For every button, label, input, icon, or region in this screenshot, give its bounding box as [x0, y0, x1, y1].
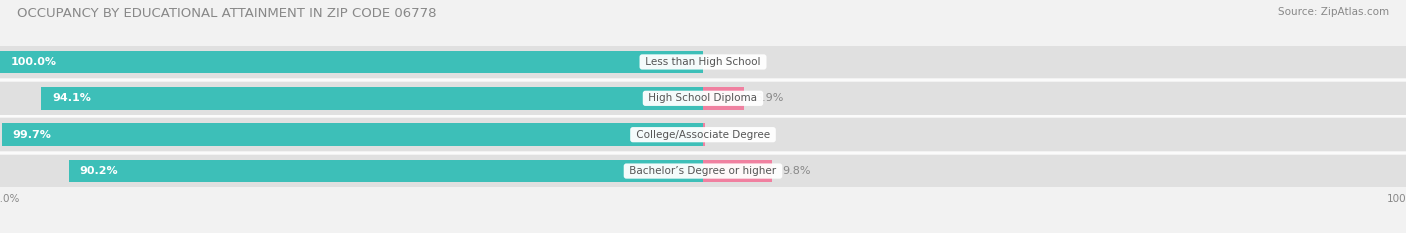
Text: College/Associate Degree: College/Associate Degree — [633, 130, 773, 140]
Bar — [0, 46, 1406, 78]
Text: Less than High School: Less than High School — [643, 57, 763, 67]
Bar — [0, 82, 1406, 115]
Bar — [0, 51, 703, 73]
Text: 5.9%: 5.9% — [755, 93, 783, 103]
Text: 9.8%: 9.8% — [782, 166, 811, 176]
Text: 0.35%: 0.35% — [716, 130, 751, 140]
Bar — [0, 118, 1406, 151]
Text: 94.1%: 94.1% — [52, 93, 91, 103]
Text: 0.0%: 0.0% — [714, 57, 742, 67]
Bar — [703, 123, 706, 146]
Bar — [69, 160, 703, 182]
Text: High School Diploma: High School Diploma — [645, 93, 761, 103]
Bar — [703, 87, 745, 110]
Text: 100.0%: 100.0% — [11, 57, 56, 67]
Bar — [0, 155, 1406, 187]
Bar — [703, 160, 772, 182]
Text: 90.2%: 90.2% — [79, 166, 118, 176]
Text: 99.7%: 99.7% — [13, 130, 52, 140]
Text: OCCUPANCY BY EDUCATIONAL ATTAINMENT IN ZIP CODE 06778: OCCUPANCY BY EDUCATIONAL ATTAINMENT IN Z… — [17, 7, 436, 20]
Text: Bachelor’s Degree or higher: Bachelor’s Degree or higher — [626, 166, 780, 176]
Bar — [42, 87, 703, 110]
Bar — [1, 123, 703, 146]
Text: Source: ZipAtlas.com: Source: ZipAtlas.com — [1278, 7, 1389, 17]
